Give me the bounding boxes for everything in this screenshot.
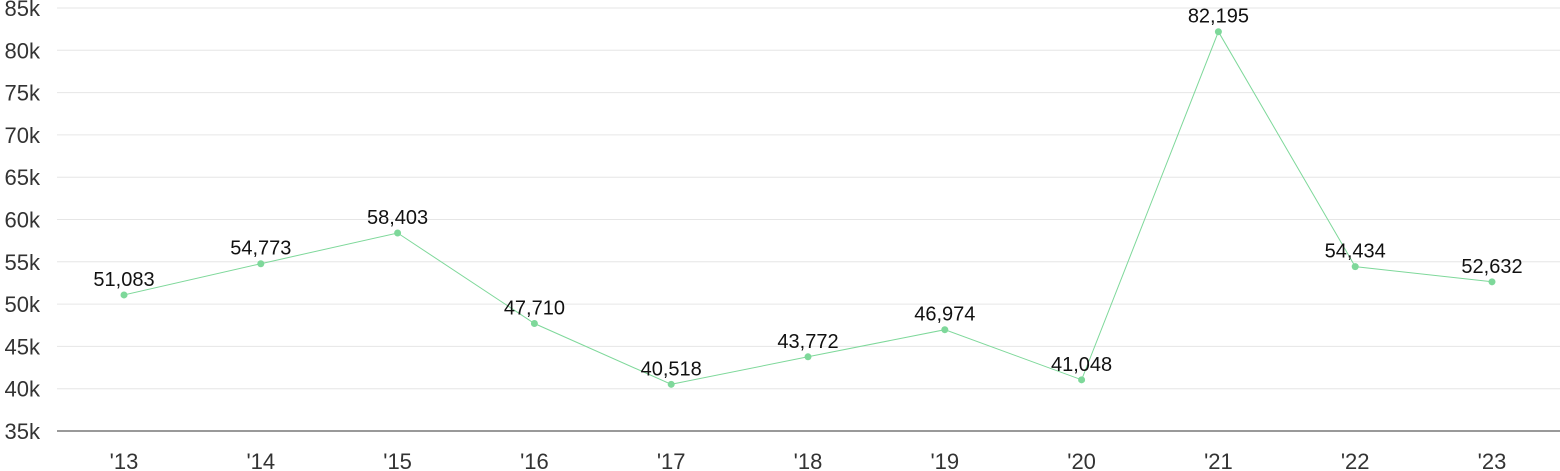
x-tick-label: '16	[520, 449, 549, 471]
data-point	[1351, 263, 1359, 271]
data-label: 58,403	[367, 207, 428, 229]
x-tick-label: '21	[1204, 449, 1233, 471]
data-label: 52,632	[1461, 256, 1522, 278]
data-point	[1488, 278, 1496, 286]
y-tick-label: 35k	[5, 419, 41, 444]
y-tick-label: 55k	[5, 250, 41, 275]
x-tick-label: '15	[383, 449, 412, 471]
x-axis-ticks: '13 '14 '15 '16 '17 '18 '19 '20 '21 '22 '23	[110, 449, 1507, 471]
y-tick-label: 50k	[5, 292, 41, 317]
data-point	[1214, 28, 1222, 36]
x-tick-label: '22	[1341, 449, 1370, 471]
y-tick-label: 60k	[5, 208, 41, 233]
data-point	[1078, 376, 1086, 384]
data-label: 43,772	[777, 331, 838, 353]
x-tick-label: '14	[246, 449, 275, 471]
y-axis-ticks: 35k 40k 45k 50k 55k 60k 65k 70k 75k 80k 85k	[5, 0, 41, 444]
x-tick-label: '13	[110, 449, 139, 471]
x-tick-label: '23	[1478, 449, 1507, 471]
data-label: 54,434	[1325, 241, 1386, 263]
data-label: 41,048	[1051, 354, 1112, 376]
data-label: 47,710	[504, 297, 565, 319]
x-tick-label: '17	[657, 449, 686, 471]
y-tick-label: 75k	[5, 81, 41, 106]
y-tick-label: 80k	[5, 38, 41, 63]
data-label: 82,195	[1188, 6, 1249, 28]
y-tick-label: 45k	[5, 334, 41, 359]
data-label: 40,518	[641, 358, 702, 380]
data-label: 54,773	[230, 238, 291, 260]
gridlines	[57, 7, 1560, 390]
data-point	[394, 229, 402, 237]
data-point	[667, 380, 675, 388]
data-point	[530, 319, 538, 327]
x-tick-label: '19	[930, 449, 959, 471]
data-point	[804, 353, 812, 361]
y-tick-label: 40k	[5, 377, 41, 402]
data-label: 51,083	[93, 269, 154, 291]
data-points	[120, 28, 1496, 388]
x-tick-label: '20	[1067, 449, 1096, 471]
data-point	[120, 291, 128, 299]
data-labels: 51,083 54,773 58,403 47,710 40,518 43,772 46,9…	[93, 6, 1522, 381]
x-tick-label: '18	[794, 449, 823, 471]
y-tick-label: 70k	[5, 123, 41, 148]
y-tick-label: 85k	[5, 0, 41, 21]
y-tick-label: 65k	[5, 165, 41, 190]
data-point	[941, 326, 949, 334]
data-label: 46,974	[914, 304, 975, 326]
data-point	[257, 260, 265, 268]
